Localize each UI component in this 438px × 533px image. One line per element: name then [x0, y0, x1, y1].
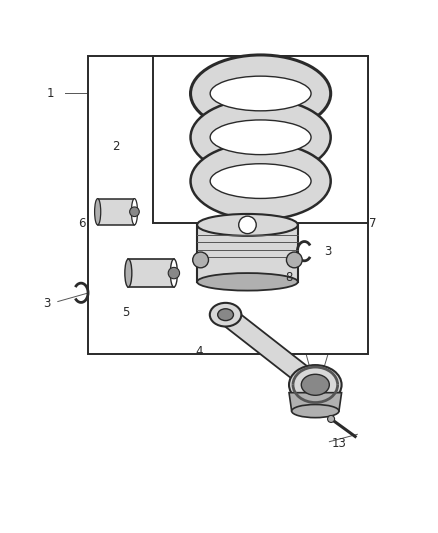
- Text: 13: 13: [332, 438, 347, 450]
- Ellipse shape: [170, 259, 177, 287]
- Circle shape: [328, 415, 335, 423]
- Ellipse shape: [292, 405, 339, 418]
- Ellipse shape: [197, 214, 298, 236]
- Text: 8: 8: [286, 271, 293, 284]
- Text: 2: 2: [112, 140, 120, 152]
- Polygon shape: [289, 393, 342, 411]
- Circle shape: [286, 252, 302, 268]
- Text: 1: 1: [46, 87, 54, 100]
- Text: 5: 5: [123, 306, 130, 319]
- Circle shape: [239, 216, 256, 233]
- Ellipse shape: [131, 199, 138, 225]
- Ellipse shape: [210, 120, 311, 155]
- Ellipse shape: [197, 273, 298, 290]
- Polygon shape: [128, 259, 174, 287]
- Ellipse shape: [210, 76, 311, 111]
- Ellipse shape: [210, 303, 241, 327]
- Polygon shape: [98, 199, 134, 225]
- Text: 4: 4: [195, 345, 203, 358]
- Ellipse shape: [210, 164, 311, 198]
- Polygon shape: [219, 307, 321, 392]
- Ellipse shape: [95, 199, 101, 225]
- Ellipse shape: [125, 259, 132, 287]
- Ellipse shape: [191, 142, 331, 220]
- Circle shape: [130, 207, 139, 216]
- Ellipse shape: [191, 55, 331, 132]
- Circle shape: [168, 268, 180, 279]
- Text: 6: 6: [78, 217, 86, 230]
- Ellipse shape: [218, 309, 233, 320]
- Text: 3: 3: [324, 245, 331, 257]
- Text: 3: 3: [44, 297, 51, 310]
- Ellipse shape: [289, 365, 342, 405]
- Ellipse shape: [301, 374, 329, 395]
- Polygon shape: [88, 56, 368, 354]
- Polygon shape: [197, 225, 298, 282]
- Text: 7: 7: [369, 217, 377, 230]
- Circle shape: [193, 252, 208, 268]
- Ellipse shape: [191, 99, 331, 176]
- Polygon shape: [153, 56, 368, 223]
